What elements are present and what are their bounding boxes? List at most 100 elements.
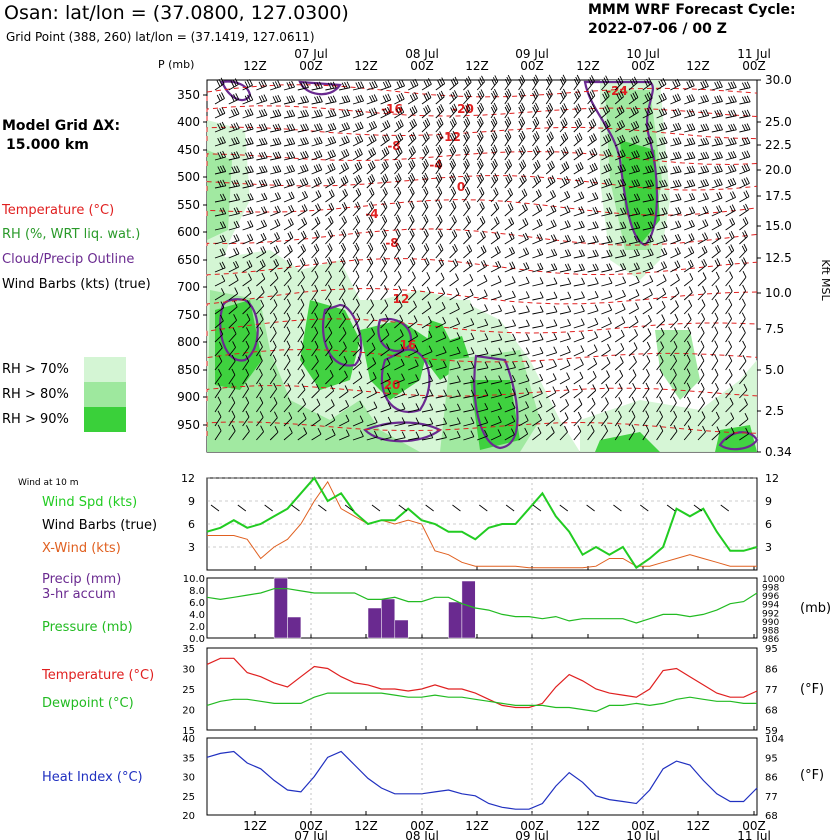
- wind-barb-flag: [493, 116, 498, 124]
- wind-barb-flag: [567, 318, 572, 326]
- wind-barb: [449, 192, 457, 203]
- wind-barb-flag: [436, 107, 441, 115]
- wind-barb-flag: [534, 161, 539, 169]
- wind-barb-flag: [355, 189, 360, 197]
- wind-barb: [352, 113, 364, 119]
- wind-barb-flag: [396, 228, 401, 236]
- wind-barb-flag: [588, 136, 593, 143]
- wind-barb-flag: [675, 137, 680, 145]
- wind-barb: [477, 324, 488, 329]
- wind-barb-flag: [631, 137, 635, 144]
- wind-barb-flag: [562, 88, 567, 96]
- wind-barb-flag: [221, 274, 226, 282]
- wind-barb: [559, 351, 571, 357]
- wind-barb-flag: [435, 162, 440, 170]
- wind-barb-flag: [219, 108, 224, 115]
- wind-barb-flag: [440, 272, 445, 280]
- wind-barb-flag: [400, 106, 405, 113]
- wind-barb: [504, 420, 515, 427]
- wind-barb-flag: [219, 328, 224, 335]
- wind-barb-flag: [245, 166, 249, 174]
- pressure-tick-label: 994: [762, 601, 779, 611]
- wind-barb-flag: [300, 298, 305, 306]
- wind-barb: [573, 226, 585, 231]
- wind-barb-flag: [437, 160, 441, 168]
- wind-barb-flag: [443, 431, 447, 438]
- wind-barb-flag: [632, 382, 637, 390]
- wind-ytick-left: 3: [188, 541, 195, 554]
- wind-barb: [546, 325, 557, 329]
- wind-barb-flag: [367, 163, 372, 171]
- wind-barb-flag: [469, 288, 474, 296]
- wind-barb-flag: [218, 78, 223, 86]
- wind-barb: [615, 255, 626, 259]
- wind-barb: [228, 306, 238, 315]
- wind-barb-flag: [286, 368, 291, 376]
- wind-barb-flag: [316, 216, 321, 224]
- wind-barb-flag: [466, 103, 471, 110]
- wind-barb-flag: [395, 188, 400, 196]
- wind-barb: [463, 207, 471, 217]
- wind-barb: [614, 348, 625, 357]
- wind-barb: [394, 98, 405, 105]
- wind-barb: [559, 431, 568, 441]
- wind-barb-flag: [636, 248, 641, 256]
- wind-barb-flag: [300, 110, 305, 118]
- wind-barb: [490, 207, 500, 217]
- wind-barb-flag: [647, 314, 652, 322]
- wind-barb: [338, 391, 349, 399]
- wind-barb-flag: [218, 93, 223, 101]
- wind-barb: [366, 436, 378, 441]
- wind-barb: [573, 377, 584, 385]
- wind-barb-flag: [512, 361, 516, 368]
- wind-barb-flag: [562, 74, 567, 82]
- temperature-contour-label: -8: [385, 236, 398, 250]
- wind-barb-flag: [663, 220, 668, 228]
- wind-barb-flag: [580, 345, 585, 352]
- wind-barb: [642, 374, 650, 385]
- wind-barb-flag: [342, 242, 347, 250]
- wind-barb-flag: [714, 96, 719, 103]
- wind-barb-flag: [700, 110, 705, 117]
- wind-barb-flag: [592, 221, 597, 229]
- wind-barb-flag: [546, 149, 551, 157]
- legend-pressure: Pressure (mb): [42, 620, 133, 635]
- bottom-hour-label: 00Z: [742, 819, 766, 833]
- wind-barb-flag: [635, 289, 640, 296]
- wind-barb-flag: [589, 165, 594, 172]
- wind-barb: [642, 347, 651, 357]
- wind-barb-flag: [219, 248, 224, 256]
- wind-barb: [366, 421, 378, 427]
- wind-barb-flag: [424, 133, 429, 140]
- wind-barb-flag: [580, 191, 585, 198]
- wind-barb-flag: [315, 177, 320, 185]
- wind-barb: [573, 324, 585, 329]
- wind-barb-flag: [704, 80, 709, 87]
- wind-barb-flag: [263, 179, 268, 186]
- wind-barb-flag: [620, 249, 624, 257]
- wind-barb: [380, 193, 388, 203]
- surface-wind-barb: [210, 504, 220, 512]
- wind-barb-flag: [518, 134, 523, 142]
- wind-barb-flag: [439, 131, 444, 138]
- wind-barb: [421, 292, 431, 301]
- wind-barb-flag: [493, 218, 498, 225]
- wind-barb-flag: [635, 120, 640, 128]
- wind-barb-flag: [619, 75, 624, 83]
- wind-barb-flag: [604, 410, 609, 418]
- wind-barb-flag: [436, 121, 441, 128]
- wind-barb-flag: [411, 271, 416, 278]
- wind-barb-flag: [273, 397, 278, 404]
- wind-barb-flag: [263, 192, 268, 200]
- wind-barb-flag: [354, 244, 359, 252]
- wind-barb: [697, 211, 709, 217]
- wind-barb-flag: [510, 428, 515, 435]
- wind-barb-flag: [401, 417, 406, 424]
- wind-barb-flag: [305, 123, 310, 130]
- wind-barb: [394, 335, 404, 343]
- wind-barb-flag: [577, 425, 582, 432]
- wind-barb-flag: [539, 305, 544, 313]
- pressure-tick-label: 350: [177, 88, 200, 102]
- legend-swatch-rh80: [84, 382, 126, 407]
- wind-barb-flag: [718, 80, 723, 88]
